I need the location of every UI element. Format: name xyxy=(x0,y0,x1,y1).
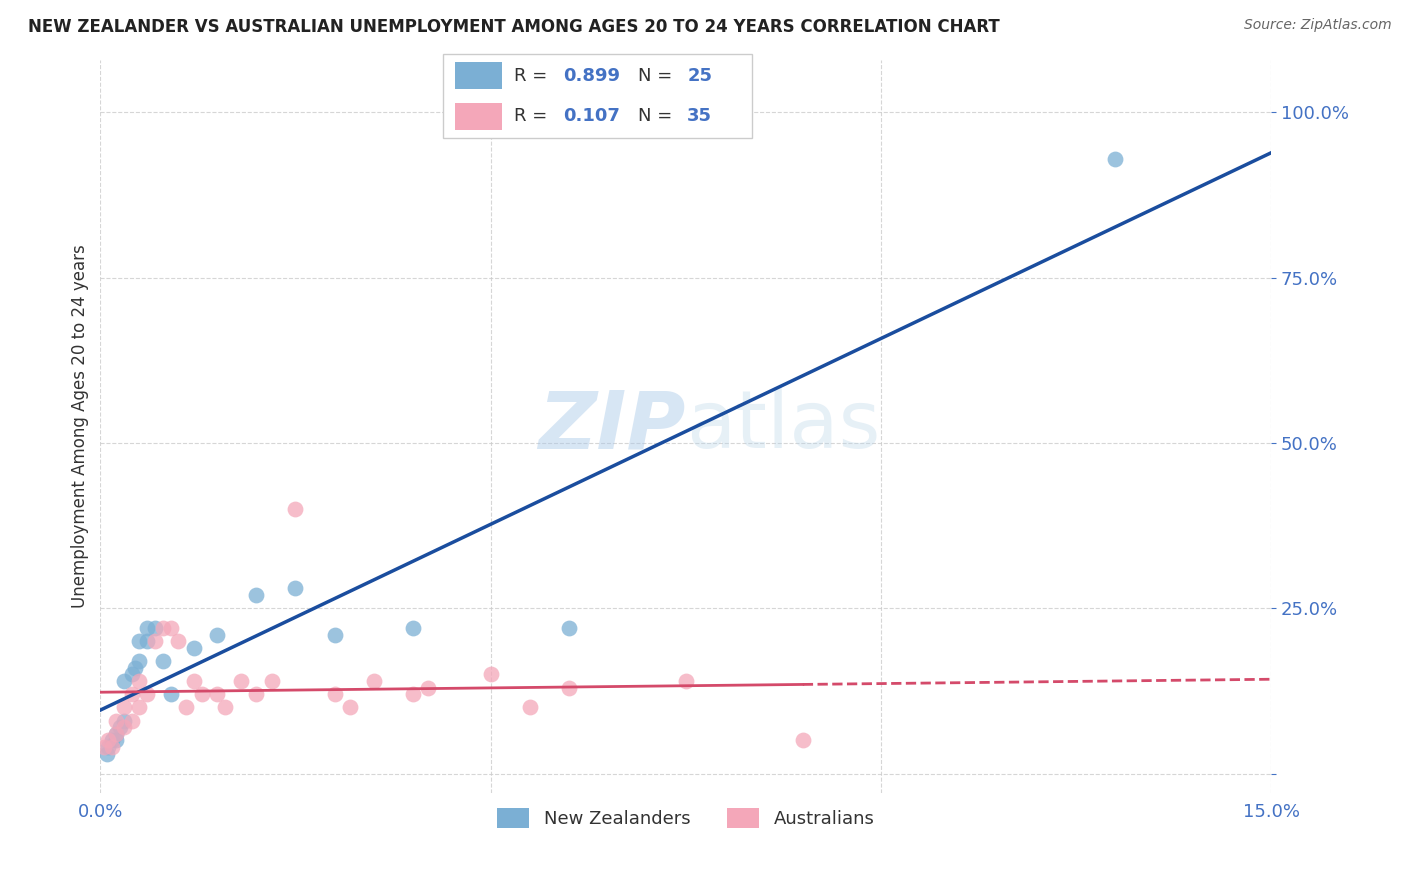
Point xyxy=(121,714,143,728)
Point xyxy=(93,740,115,755)
Point xyxy=(104,733,127,747)
Point xyxy=(174,700,197,714)
Text: ZIP: ZIP xyxy=(538,387,686,466)
Point xyxy=(183,673,205,688)
Point xyxy=(191,687,214,701)
Point xyxy=(245,588,267,602)
Y-axis label: Unemployment Among Ages 20 to 24 years: Unemployment Among Ages 20 to 24 years xyxy=(72,244,89,608)
Point xyxy=(143,621,166,635)
Point xyxy=(401,621,423,635)
FancyBboxPatch shape xyxy=(456,62,502,89)
Text: atlas: atlas xyxy=(686,387,880,466)
Point xyxy=(97,733,120,747)
Point xyxy=(159,621,181,635)
Point xyxy=(101,740,124,755)
Point xyxy=(675,673,697,688)
Point xyxy=(104,714,127,728)
Point xyxy=(1104,152,1126,166)
Point xyxy=(229,673,252,688)
Point xyxy=(339,700,361,714)
Text: N =: N = xyxy=(638,67,678,85)
Point xyxy=(792,733,814,747)
Point xyxy=(557,681,579,695)
Point xyxy=(245,687,267,701)
Point xyxy=(104,727,127,741)
Point xyxy=(143,634,166,648)
Text: NEW ZEALANDER VS AUSTRALIAN UNEMPLOYMENT AMONG AGES 20 TO 24 YEARS CORRELATION C: NEW ZEALANDER VS AUSTRALIAN UNEMPLOYMENT… xyxy=(28,18,1000,36)
Point xyxy=(112,700,135,714)
Point xyxy=(121,687,143,701)
Point xyxy=(136,634,159,648)
Point xyxy=(284,582,307,596)
Point xyxy=(557,621,579,635)
Point xyxy=(112,720,135,734)
Legend: New Zealanders, Australians: New Zealanders, Australians xyxy=(489,800,882,836)
Point xyxy=(121,667,143,681)
Point xyxy=(323,628,346,642)
Point xyxy=(101,733,124,747)
Text: R =: R = xyxy=(515,67,553,85)
Point xyxy=(284,502,307,516)
Point xyxy=(108,720,131,734)
Point xyxy=(260,673,283,688)
Point xyxy=(183,640,205,655)
Point xyxy=(124,661,146,675)
Point xyxy=(112,714,135,728)
FancyBboxPatch shape xyxy=(443,54,752,138)
Text: 35: 35 xyxy=(688,107,713,125)
Point xyxy=(97,740,120,755)
Point xyxy=(401,687,423,701)
Point xyxy=(152,654,174,668)
Point xyxy=(128,634,150,648)
Point xyxy=(128,673,150,688)
Point xyxy=(96,747,118,761)
Point xyxy=(152,621,174,635)
Point xyxy=(128,654,150,668)
Point xyxy=(207,687,229,701)
Point xyxy=(136,621,159,635)
Point xyxy=(418,681,440,695)
Point xyxy=(207,628,229,642)
Text: N =: N = xyxy=(638,107,678,125)
Point xyxy=(214,700,236,714)
Point xyxy=(167,634,190,648)
Text: Source: ZipAtlas.com: Source: ZipAtlas.com xyxy=(1244,18,1392,32)
Point xyxy=(112,673,135,688)
FancyBboxPatch shape xyxy=(456,103,502,130)
Point xyxy=(128,700,150,714)
Point xyxy=(519,700,541,714)
Text: 0.899: 0.899 xyxy=(564,67,620,85)
Text: R =: R = xyxy=(515,107,553,125)
Point xyxy=(136,687,159,701)
Point xyxy=(363,673,385,688)
Point xyxy=(159,687,181,701)
Text: 0.107: 0.107 xyxy=(564,107,620,125)
Point xyxy=(323,687,346,701)
Point xyxy=(104,727,127,741)
Point xyxy=(479,667,502,681)
Text: 25: 25 xyxy=(688,67,713,85)
